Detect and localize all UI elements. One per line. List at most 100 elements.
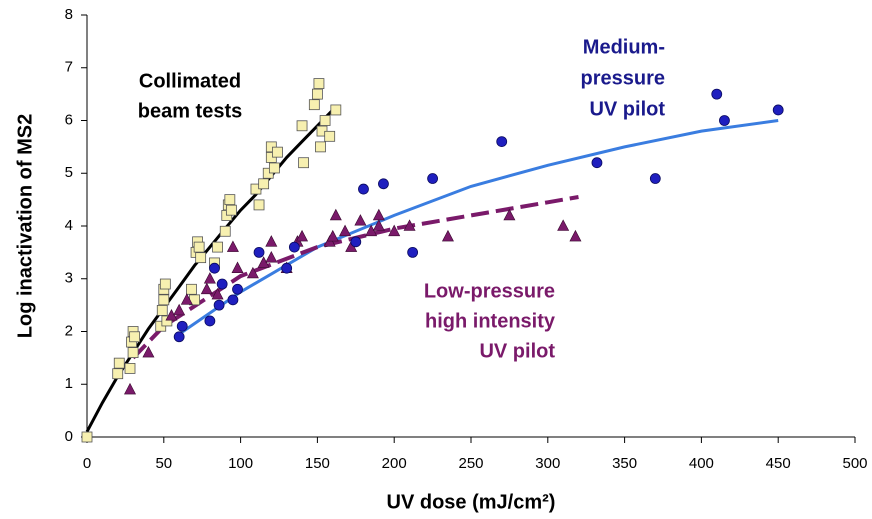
square-point	[113, 357, 125, 369]
annotation: UV pilot	[589, 98, 665, 120]
triangle-point	[124, 382, 137, 395]
annotation: Low-pressure	[424, 280, 555, 302]
x-axis-title: UV dose (mJ/cm²)	[387, 491, 556, 513]
triangle-point	[372, 208, 385, 221]
square-point	[186, 283, 197, 295]
triangle-point	[203, 272, 216, 284]
fit-line	[178, 119, 779, 336]
triangle-point	[296, 229, 309, 242]
circle-point	[358, 183, 369, 195]
circle-point	[407, 246, 419, 258]
x-tick-label: 0	[83, 455, 91, 472]
triangle-point	[211, 287, 224, 300]
x-tick-label: 500	[842, 455, 867, 472]
circle-point	[649, 173, 661, 184]
triangle-point	[173, 303, 186, 316]
annotation: Medium-	[583, 36, 665, 58]
y-tick-label: 2	[65, 322, 73, 339]
x-tick-label: 450	[766, 455, 791, 472]
square-point	[158, 294, 170, 306]
square-point	[159, 278, 171, 290]
triangle-point	[372, 219, 385, 231]
square-point	[298, 157, 309, 169]
square-point	[127, 347, 139, 359]
annotation: UV pilot	[479, 340, 555, 362]
triangle-point	[354, 214, 367, 226]
triangle-point	[403, 219, 416, 231]
square-point	[219, 225, 231, 237]
triangle-point	[388, 224, 401, 237]
annotation: Collimated	[139, 70, 241, 92]
annotation: beam tests	[138, 100, 243, 122]
circle-point	[711, 88, 723, 100]
x-tick-label: 100	[228, 455, 253, 472]
square-point	[224, 194, 236, 206]
triangle-point	[441, 229, 454, 242]
square-point	[313, 78, 325, 89]
square-point	[81, 431, 93, 443]
circle-point	[591, 157, 603, 169]
triangle-point	[231, 261, 244, 274]
x-tick-label: 250	[458, 455, 483, 472]
square-point	[308, 99, 320, 111]
square-point	[156, 304, 168, 316]
y-tick-label: 1	[65, 375, 73, 392]
square-point	[161, 315, 173, 327]
triangle-point	[226, 240, 239, 252]
square-point	[330, 104, 342, 116]
square-point	[124, 363, 136, 374]
triangle-point	[265, 251, 278, 263]
square-point	[129, 331, 141, 343]
square-point	[268, 162, 280, 174]
triangle-point	[557, 219, 570, 231]
circle-point	[176, 320, 188, 332]
triangle-point	[246, 266, 259, 279]
square-point	[258, 178, 270, 190]
circle-point	[227, 294, 239, 306]
triangle-point	[265, 235, 278, 247]
x-tick-label: 150	[305, 455, 330, 472]
circle-point	[772, 104, 784, 116]
circle-point	[216, 278, 228, 290]
square-point	[315, 141, 326, 153]
square-point	[272, 146, 283, 158]
fit-line	[85, 108, 334, 433]
circle-point	[427, 173, 439, 184]
dashed-fit-line	[131, 195, 579, 360]
square-point	[311, 88, 323, 100]
triangle-point	[503, 208, 516, 221]
square-point	[195, 252, 207, 264]
square-point	[212, 241, 223, 253]
triangle-point	[180, 293, 193, 305]
circle-point	[378, 178, 389, 190]
circle-point	[204, 315, 216, 327]
circle-point	[253, 246, 265, 258]
x-tick-label: 200	[382, 455, 407, 472]
y-tick-label: 7	[65, 59, 73, 76]
y-tick-label: 0	[65, 428, 73, 445]
y-tick-label: 5	[65, 164, 73, 181]
circle-point	[213, 299, 225, 311]
square-point	[253, 199, 265, 211]
circle-point	[232, 283, 243, 295]
triangle-point	[329, 208, 342, 221]
square-point	[193, 241, 205, 253]
x-tick-label: 50	[155, 455, 172, 472]
y-axis-title: Log inactivation of MS2	[14, 114, 36, 338]
triangle-point	[326, 229, 339, 242]
square-point	[324, 130, 336, 142]
x-tick-label: 350	[612, 455, 637, 472]
circle-point	[173, 331, 185, 343]
circle-point	[209, 262, 220, 274]
circle-point	[288, 241, 300, 253]
circle-point	[496, 136, 508, 148]
circle-point	[281, 262, 293, 274]
annotation: high intensity	[425, 310, 556, 332]
square-point	[296, 120, 308, 132]
y-tick-label: 4	[65, 217, 73, 234]
circle-point	[719, 115, 730, 126]
x-tick-label: 400	[689, 455, 714, 472]
square-point	[225, 204, 237, 216]
square-point	[112, 368, 124, 380]
